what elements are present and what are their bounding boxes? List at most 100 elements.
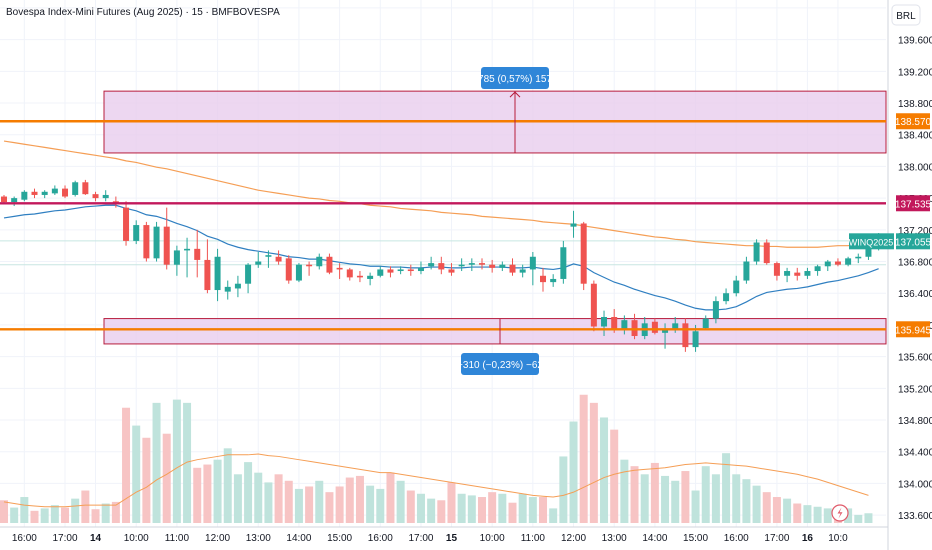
volume-bar xyxy=(498,493,507,523)
time-tick-label: 17:00 xyxy=(764,533,789,544)
price-tick-label: 134.800 xyxy=(898,416,932,427)
measure-up-badge xyxy=(481,67,549,89)
candle xyxy=(367,272,374,286)
volume-bar xyxy=(772,497,781,523)
volume-bar xyxy=(752,485,761,523)
volume-bar xyxy=(691,490,700,523)
candle xyxy=(763,239,770,265)
candle-body xyxy=(672,323,679,330)
measure-layer: 785 (0,57%) 157 −310 (−0,23%) −62 xyxy=(457,67,552,375)
candle-body xyxy=(194,248,201,260)
candle-body xyxy=(21,191,28,200)
candle xyxy=(306,261,313,276)
level-price-label: 138.570 xyxy=(895,117,932,128)
candle-body xyxy=(214,256,221,291)
volume-bar xyxy=(254,472,263,523)
candle xyxy=(346,267,353,281)
candle xyxy=(580,221,587,291)
time-tick-label: 11:00 xyxy=(521,533,546,544)
volume-bar xyxy=(569,421,578,523)
candle-body xyxy=(499,264,506,268)
candle xyxy=(590,280,597,332)
volume-ma-line xyxy=(3,453,869,508)
candle-body xyxy=(743,261,750,281)
volume-bar xyxy=(783,498,792,523)
candle-body xyxy=(601,316,608,327)
volume-bar xyxy=(132,425,141,523)
volume-bar xyxy=(386,472,395,523)
price-tick-label: 138.800 xyxy=(898,99,932,110)
candle xyxy=(855,253,862,264)
volume-bar xyxy=(437,500,446,523)
time-tick-label: 10:00 xyxy=(480,533,505,544)
candle xyxy=(550,274,557,287)
level-price-label: 137.535 xyxy=(895,199,932,210)
volume-bar xyxy=(528,497,537,523)
candle-body xyxy=(621,320,628,330)
zone-layer xyxy=(0,90,887,345)
candle xyxy=(702,315,709,330)
candle xyxy=(631,313,638,340)
measure-arrow-head-up xyxy=(509,91,521,98)
candle xyxy=(62,185,69,199)
candle-body xyxy=(397,269,404,272)
candle xyxy=(397,266,404,275)
candle-body xyxy=(72,182,79,195)
currency-label: BRL xyxy=(896,11,916,22)
candle xyxy=(753,239,760,265)
last-price-tag xyxy=(896,233,930,250)
measure-down-label: −310 (−0,23%) −62 xyxy=(457,360,543,371)
candle xyxy=(123,201,130,246)
volume-bar xyxy=(549,508,558,523)
candle-body xyxy=(377,269,384,276)
volume-bar xyxy=(722,453,731,523)
volume-bar xyxy=(416,493,425,523)
candle-body xyxy=(306,264,313,267)
volume-bar xyxy=(213,459,222,523)
candle-body xyxy=(255,261,262,265)
measure-down-badge xyxy=(461,353,539,375)
time-tick-label: 12:00 xyxy=(561,533,586,544)
volume-bar xyxy=(671,480,680,523)
price-tick-label: 139.600 xyxy=(898,36,932,47)
candle-body xyxy=(295,264,302,281)
volume-bar xyxy=(294,488,303,523)
volume-layer xyxy=(0,394,873,523)
candle-body xyxy=(662,329,669,333)
candle-body xyxy=(865,248,872,257)
time-axis[interactable]: 16:00 17:00 14 10:00 11:00 12:00 13:00 14:00 15:… xyxy=(12,533,848,544)
candle xyxy=(509,258,516,276)
candle xyxy=(387,266,394,278)
time-tick-label: 14 xyxy=(90,533,102,544)
price-tick-label: 138.400 xyxy=(898,131,932,142)
candle xyxy=(295,263,302,283)
volume-bar xyxy=(579,394,588,523)
volume-bar xyxy=(650,462,659,523)
candle-body xyxy=(763,242,770,264)
candle-body xyxy=(560,247,567,279)
candle-body xyxy=(458,264,465,267)
candle-body xyxy=(529,256,536,270)
hline-layer xyxy=(0,120,886,331)
volume-bar xyxy=(803,505,812,523)
candle-body xyxy=(11,198,18,203)
volume-bar xyxy=(20,497,29,523)
candle xyxy=(662,323,669,349)
candle xyxy=(499,261,506,272)
lightning-icon[interactable] xyxy=(831,504,849,522)
measure-up-label: 785 (0,57%) 157 xyxy=(478,74,552,85)
volume-bar xyxy=(610,429,619,523)
currency-button[interactable]: BRL xyxy=(891,4,921,26)
level-price-tag xyxy=(896,195,930,212)
candle-body xyxy=(570,223,577,227)
candle xyxy=(682,318,689,352)
volume-bar xyxy=(193,467,202,523)
candle-body xyxy=(834,261,841,265)
candle-body xyxy=(855,256,862,259)
volume-bar xyxy=(620,459,629,523)
volume-bar xyxy=(325,492,334,523)
candle-body xyxy=(336,267,343,270)
slow-moving-average-line xyxy=(3,140,879,248)
time-tick-label: 16:00 xyxy=(368,533,393,544)
